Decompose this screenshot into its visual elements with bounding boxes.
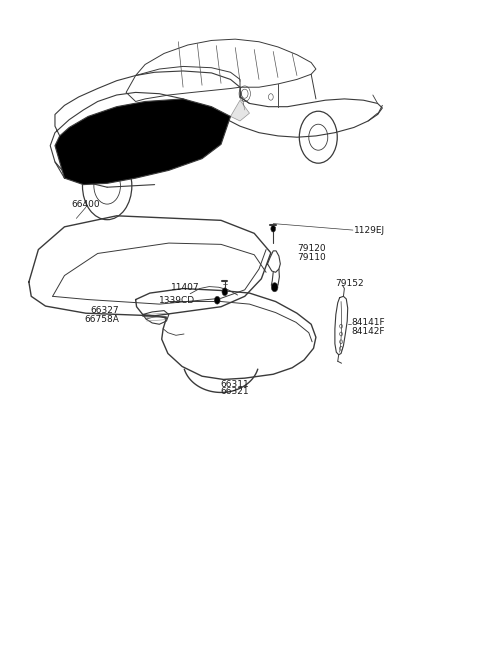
Text: 66400: 66400 (72, 200, 100, 208)
Text: 66321: 66321 (220, 387, 249, 396)
Text: 84141F: 84141F (351, 318, 385, 327)
Circle shape (271, 225, 276, 232)
Text: 79152: 79152 (335, 280, 363, 288)
Circle shape (215, 296, 220, 304)
Polygon shape (230, 100, 250, 121)
Text: 1339CD: 1339CD (159, 295, 195, 305)
Text: 1129EJ: 1129EJ (354, 225, 385, 234)
Text: 66311: 66311 (220, 379, 249, 388)
Text: 66327: 66327 (90, 306, 119, 315)
Polygon shape (55, 99, 230, 185)
Circle shape (271, 283, 278, 291)
Circle shape (222, 288, 228, 295)
Text: 11407: 11407 (171, 283, 200, 291)
Text: 79110: 79110 (297, 253, 326, 262)
Text: 79120: 79120 (297, 244, 325, 253)
Text: 66758A: 66758A (84, 315, 119, 324)
Text: 84142F: 84142F (351, 327, 385, 336)
